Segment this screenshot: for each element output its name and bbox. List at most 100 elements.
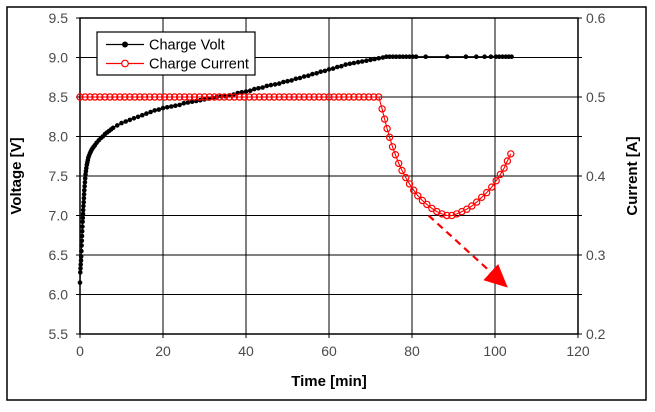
data-point-marker <box>390 54 396 59</box>
data-point-marker <box>391 150 400 159</box>
data-point-marker <box>320 93 328 101</box>
data-point-marker <box>315 93 323 101</box>
y-left-tick-label: 6.5 <box>49 247 69 263</box>
data-point-marker <box>295 93 303 101</box>
data-point-marker <box>360 93 368 101</box>
data-point-marker <box>185 93 194 101</box>
data-point-marker <box>493 54 499 59</box>
data-point-marker <box>80 211 86 217</box>
data-point-marker <box>189 99 195 104</box>
data-point-marker <box>79 229 85 234</box>
data-point-marker <box>330 66 336 71</box>
data-point-marker <box>135 114 141 120</box>
series-charge-current <box>76 93 515 220</box>
data-point-marker <box>81 191 87 197</box>
data-point-marker <box>115 123 120 128</box>
data-point-marker <box>428 204 436 213</box>
legend-label: Charge Current <box>149 57 249 73</box>
data-point-marker <box>306 73 311 78</box>
y-left-tick-label: 9.5 <box>49 10 69 26</box>
data-point-marker <box>268 82 274 88</box>
data-point-marker <box>275 93 283 101</box>
data-point-marker <box>127 117 133 123</box>
data-point-marker <box>403 54 409 59</box>
data-point-marker <box>106 93 114 101</box>
data-point-marker <box>305 93 313 101</box>
data-point-marker <box>165 93 174 101</box>
data-point-marker <box>375 93 383 101</box>
data-point-marker <box>185 100 191 105</box>
data-point-marker <box>136 93 144 101</box>
data-point-marker <box>398 166 406 175</box>
data-point-marker <box>463 54 469 59</box>
data-point-marker <box>326 67 332 72</box>
data-point-marker <box>410 186 418 194</box>
data-point-marker <box>252 86 257 92</box>
x-tick-label: 60 <box>321 343 337 359</box>
data-point-marker <box>173 103 178 108</box>
figure-border <box>6 6 647 401</box>
data-point-marker <box>235 93 244 101</box>
data-point-marker <box>110 125 116 131</box>
data-point-marker <box>500 54 505 59</box>
y-left-tick-label: 5.5 <box>49 326 69 342</box>
y-right-tick-label: 0.3 <box>586 247 606 263</box>
data-point-marker <box>79 243 84 248</box>
y-left-tick-label: 8.0 <box>49 129 69 145</box>
data-point-marker <box>260 93 268 101</box>
legend-label: Charge Volt <box>149 38 225 54</box>
data-point-marker <box>76 93 84 101</box>
data-point-marker <box>347 61 353 67</box>
data-point-marker <box>365 93 373 101</box>
data-point-marker <box>310 93 318 101</box>
data-point-marker <box>243 89 249 94</box>
data-point-marker <box>152 108 157 113</box>
data-point-marker <box>205 93 214 101</box>
data-point-marker <box>255 93 263 101</box>
data-point-marker <box>81 203 86 209</box>
data-point-marker <box>200 93 209 101</box>
data-point-marker <box>177 102 182 108</box>
data-point-marker <box>387 54 392 59</box>
data-point-marker <box>492 176 500 185</box>
data-point-marker <box>370 93 378 101</box>
data-point-marker <box>400 54 406 59</box>
data-point-marker <box>351 60 357 66</box>
data-point-marker <box>397 54 402 59</box>
data-point-marker <box>78 266 83 271</box>
data-point-marker <box>140 112 145 118</box>
data-point-marker <box>482 54 487 59</box>
data-point-marker <box>79 233 85 239</box>
data-point-marker <box>77 280 83 285</box>
x-tick-label: 40 <box>238 343 254 359</box>
data-point-marker <box>230 93 239 101</box>
data-point-marker <box>443 211 451 220</box>
data-point-marker <box>410 54 416 59</box>
data-point-marker <box>314 71 319 76</box>
data-point-marker <box>345 93 353 101</box>
legend: Charge Volt Charge Current <box>96 31 256 76</box>
data-point-marker <box>160 105 166 111</box>
data-point-marker <box>468 202 476 210</box>
y-right-tick-label: 0.2 <box>586 326 606 342</box>
data-point-marker <box>322 68 328 74</box>
data-point-marker <box>80 215 86 221</box>
data-point-marker <box>285 78 290 84</box>
data-point-marker <box>78 270 83 275</box>
data-point-marker <box>300 93 308 101</box>
data-point-marker <box>463 205 471 213</box>
data-point-marker <box>413 54 419 59</box>
data-point-marker <box>111 93 119 101</box>
data-point-marker <box>372 56 377 62</box>
data-point-marker <box>202 97 207 102</box>
data-point-marker <box>285 93 293 101</box>
data-point-marker <box>78 258 84 263</box>
data-point-marker <box>355 59 361 65</box>
data-point-marker <box>79 248 84 254</box>
data-point-marker <box>325 93 333 101</box>
data-point-marker <box>378 105 386 113</box>
legend-filled-circle-icon <box>122 41 128 48</box>
data-point-marker <box>414 192 422 200</box>
legend-entry: Charge Volt <box>106 38 225 54</box>
